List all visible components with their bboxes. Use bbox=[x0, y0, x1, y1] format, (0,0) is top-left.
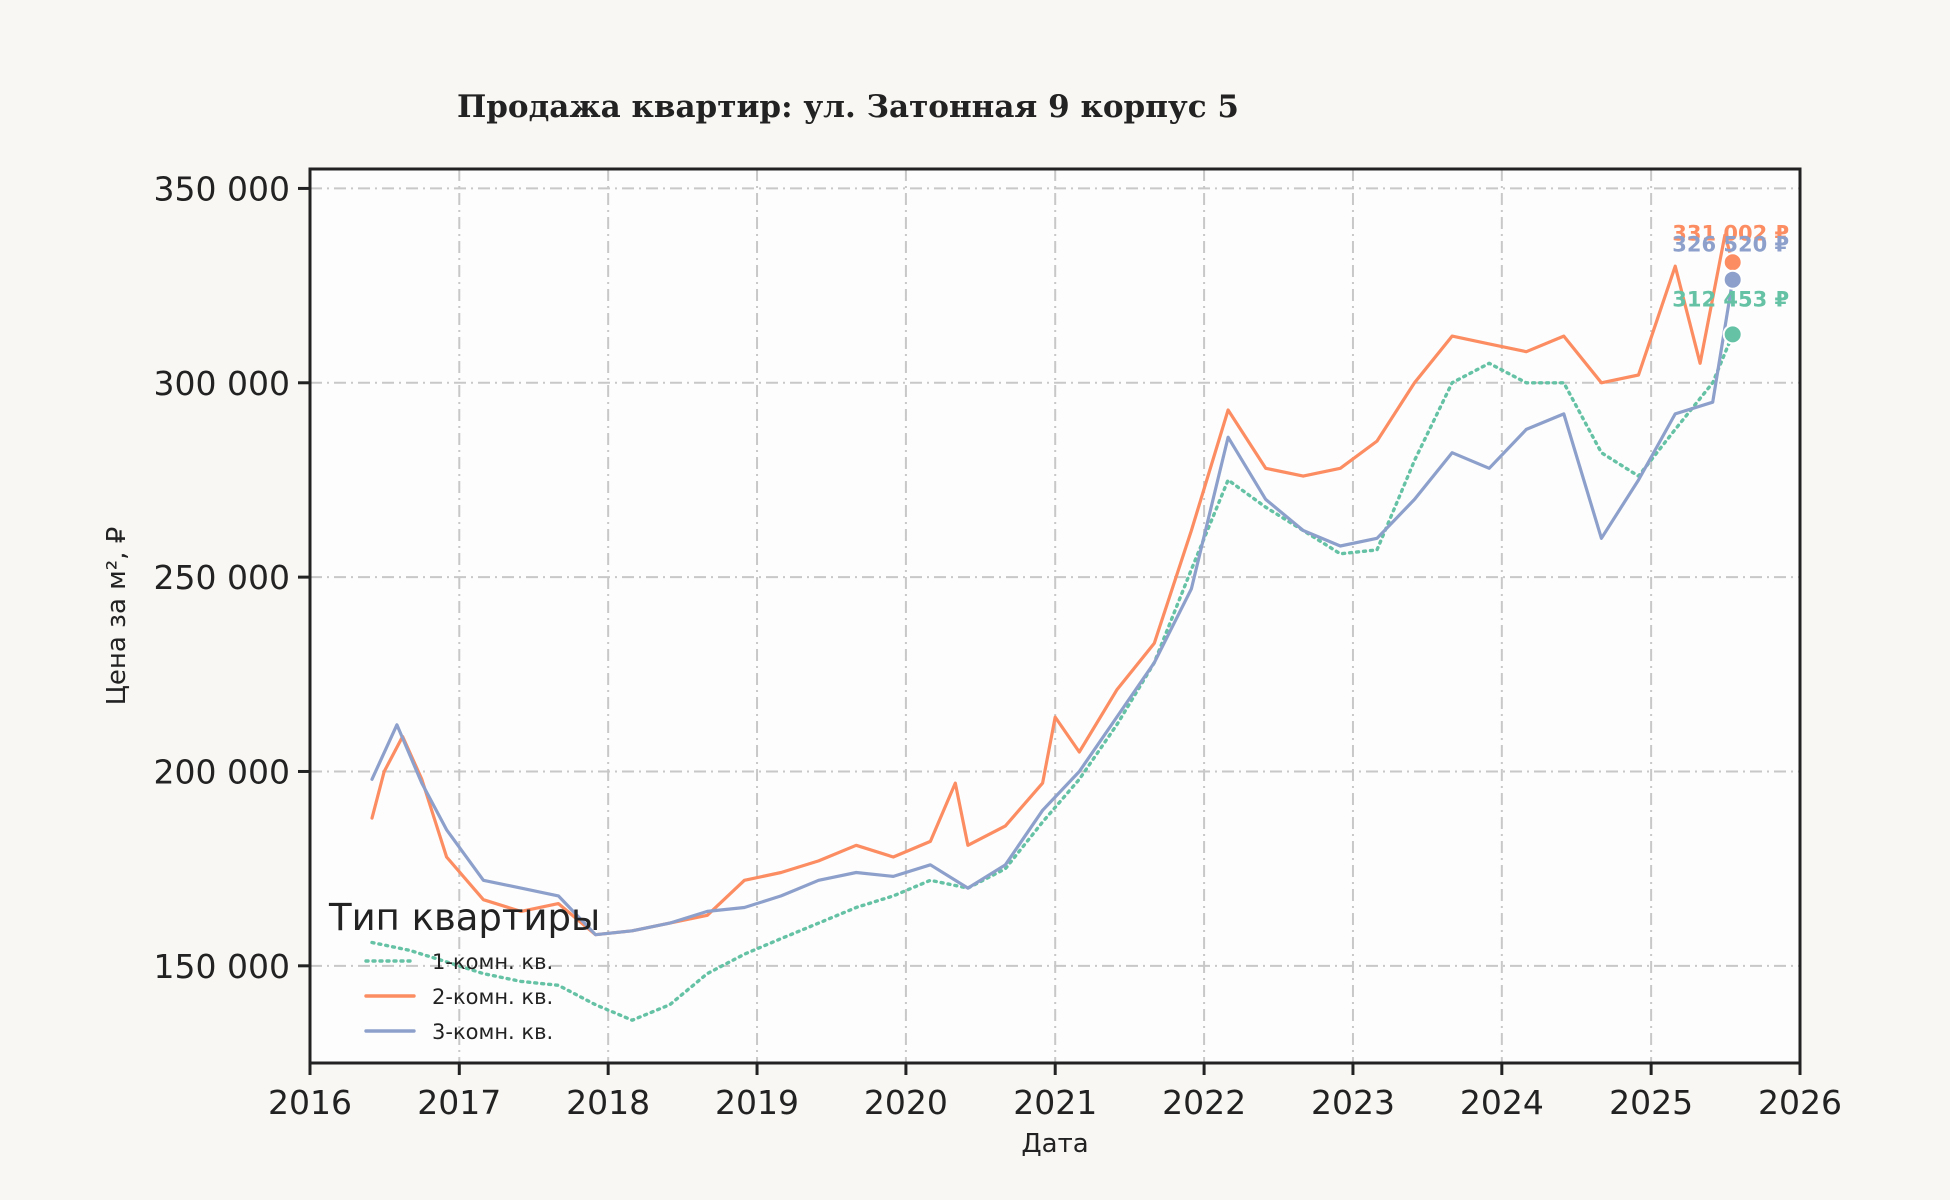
x-tick-label: 2019 bbox=[715, 1083, 799, 1122]
legend-label: 1-комн. кв. bbox=[432, 950, 553, 974]
x-tick-label: 2018 bbox=[566, 1083, 650, 1122]
x-tick-label: 2020 bbox=[864, 1083, 948, 1122]
y-tick-label: 150 000 bbox=[154, 947, 290, 986]
chart-title: Продажа квартир: ул. Затонная 9 корпус 5 bbox=[457, 89, 1239, 125]
end-value-label: 326 520 ₽ bbox=[1672, 233, 1789, 257]
y-tick-label: 300 000 bbox=[154, 364, 290, 403]
y-tick-label: 350 000 bbox=[154, 169, 290, 208]
series-line-1 bbox=[370, 332, 1735, 1022]
legend-label: 2-комн. кв. bbox=[432, 985, 553, 1009]
series-layer bbox=[370, 233, 1735, 1022]
end-markers: 312 453 ₽ 331 002 ₽326 520 ₽ bbox=[1672, 221, 1789, 345]
x-tick-label: 2026 bbox=[1758, 1083, 1842, 1122]
end-point-marker bbox=[1722, 269, 1743, 290]
y-tick-label: 200 000 bbox=[154, 752, 290, 791]
x-tick-label: 2022 bbox=[1162, 1083, 1246, 1122]
end-value-label: 331 002 ₽ bbox=[1672, 221, 1789, 245]
y-tick-label: 250 000 bbox=[154, 558, 290, 597]
axis-ticks: 2016 2017 2018 2019 2020 2021 2022 2023 2024 2025… bbox=[154, 169, 1842, 1122]
x-tick-label: 2024 bbox=[1460, 1083, 1544, 1122]
x-tick-label: 2021 bbox=[1013, 1083, 1097, 1122]
x-tick-label: 2016 bbox=[268, 1083, 352, 1122]
legend: Тип квартиры 1-комн. кв. 2-комн. кв. 3-ком… bbox=[328, 896, 600, 1044]
series-line-2 bbox=[370, 233, 1735, 937]
series-line-3 bbox=[370, 278, 1735, 937]
end-point-marker bbox=[1722, 324, 1743, 345]
legend-title: Тип квартиры bbox=[328, 896, 600, 939]
x-tick-label: 2017 bbox=[417, 1083, 501, 1122]
x-axis-label: Дата bbox=[1021, 1129, 1088, 1159]
x-tick-label: 2025 bbox=[1609, 1083, 1693, 1122]
end-value-label: 312 453 ₽ bbox=[1672, 287, 1789, 311]
y-axis-label: Цена за м², ₽ bbox=[102, 527, 132, 706]
x-tick-label: 2023 bbox=[1311, 1083, 1395, 1122]
legend-label: 3-комн. кв. bbox=[432, 1020, 553, 1044]
